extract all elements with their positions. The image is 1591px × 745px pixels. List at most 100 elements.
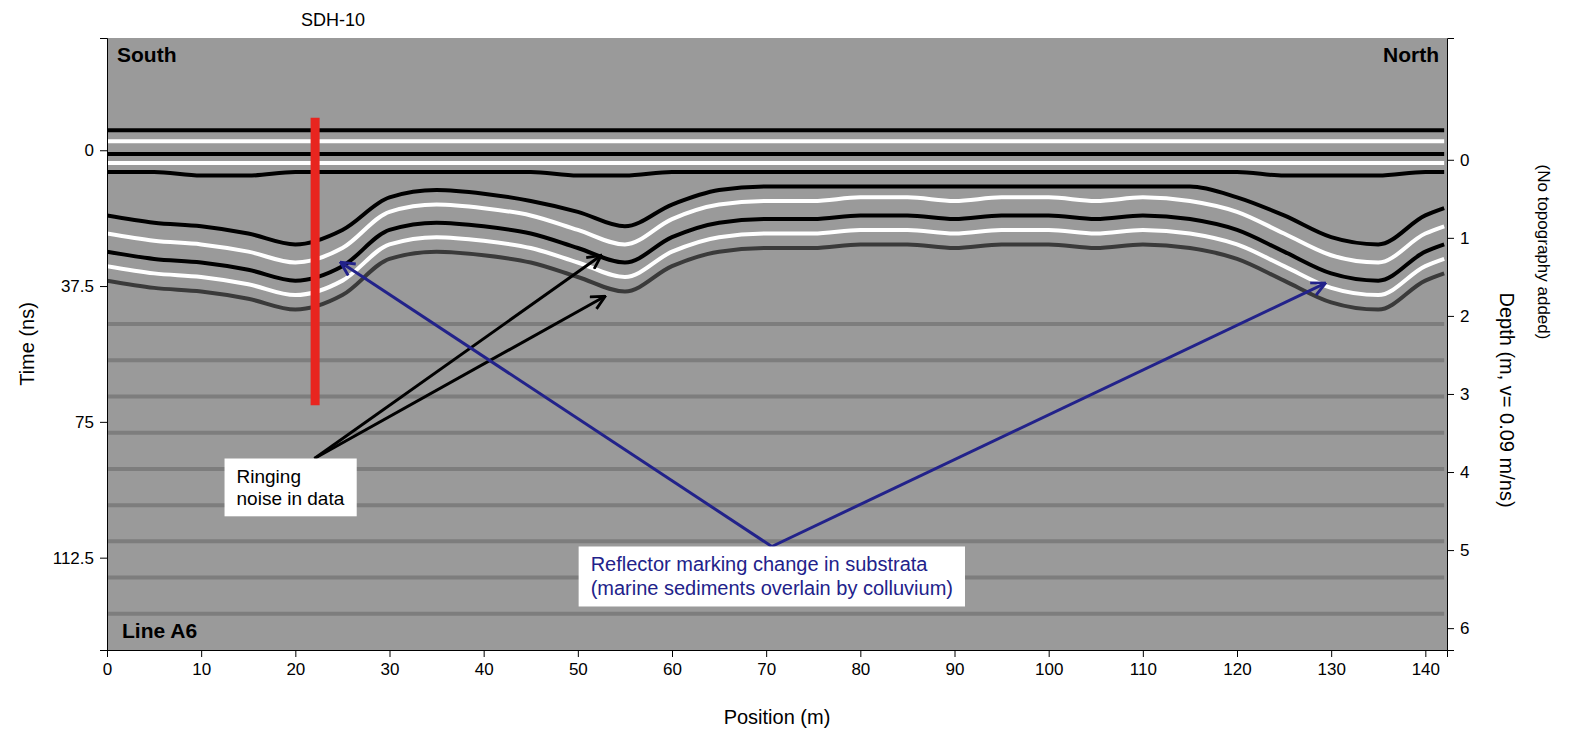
reflector-line <box>107 139 1444 143</box>
tick: 3 <box>1447 385 1469 404</box>
tick-mark <box>1447 628 1454 629</box>
tick: 70 <box>757 650 776 679</box>
borehole-marker <box>311 118 320 406</box>
tick-mark <box>100 422 107 423</box>
tick: 0 <box>1447 151 1469 170</box>
tick-label: 10 <box>192 660 211 679</box>
tick: 90 <box>946 650 965 679</box>
tick-mark <box>201 650 202 657</box>
tick-mark <box>100 558 107 559</box>
tick-label: 130 <box>1317 660 1345 679</box>
tick-mark <box>1331 650 1332 657</box>
tick-mark <box>578 650 579 657</box>
tick-label: 1 <box>1460 229 1469 248</box>
tick-mark <box>1447 316 1454 317</box>
tick-mark <box>1049 650 1050 657</box>
tick-label: 0 <box>1460 151 1469 170</box>
tick-label: 60 <box>663 660 682 679</box>
tick-mark <box>1447 160 1454 161</box>
tick-label: 112.5 <box>53 549 94 568</box>
tick-label: 70 <box>757 660 776 679</box>
tick-mark <box>100 286 107 287</box>
tick: 110 <box>1130 650 1157 679</box>
tick-mark <box>484 650 485 657</box>
reflector-line <box>107 152 1444 156</box>
tick: 1 <box>1447 229 1469 248</box>
tick: 40 <box>475 650 494 679</box>
tick-label: 37.5 <box>61 277 94 296</box>
y2-axis-title: Depth (m, v= 0.09 m/ns) <box>1496 292 1518 507</box>
tick: 30 <box>381 650 400 679</box>
annotation-box <box>579 546 965 606</box>
chart: SDH-100102030405060708090100110120130140… <box>0 0 1591 745</box>
x-axis: 0 10 20 30 40 50 60 70 80 90 100 110 120 130 140 <box>103 650 1448 679</box>
tick-mark <box>955 650 956 657</box>
tick: 60 <box>663 650 682 679</box>
tick: 140 <box>1412 650 1440 679</box>
tick-label: 0 <box>85 141 94 160</box>
reflector-line <box>107 197 1444 262</box>
annotation: Reflector marking change in substrata(ma… <box>579 546 965 606</box>
tick: 100 <box>1035 650 1063 679</box>
y-axis: 0 37.5 75 112.5 <box>53 39 108 651</box>
plot-area <box>107 118 1444 614</box>
reflector-line <box>107 612 1444 616</box>
tick-label: 0 <box>103 660 112 679</box>
direction-label: North <box>1383 43 1439 66</box>
tick-mark <box>1425 650 1426 657</box>
annotation-text: Ringing <box>237 466 301 487</box>
reflector-line <box>107 128 1444 132</box>
tick: 120 <box>1223 650 1251 679</box>
tick-mark <box>1447 238 1454 239</box>
annotation: Ringingnoise in data <box>225 459 357 517</box>
reflector-line <box>107 244 1444 309</box>
tick-label: 140 <box>1412 660 1440 679</box>
tick-mark <box>1447 550 1454 551</box>
tick-mark <box>1447 394 1454 395</box>
annotation-arrows <box>314 255 605 458</box>
tick-label: 75 <box>75 413 94 432</box>
tick: 5 <box>1447 541 1469 560</box>
y2-axis: 0 1 2 3 4 5 6 <box>1447 39 1469 651</box>
tick: 0 <box>85 141 107 160</box>
tick-label: 20 <box>286 660 305 679</box>
annotation-arrow <box>314 255 601 458</box>
y-axis-title: Time (ns) <box>16 302 38 386</box>
axis-line <box>108 651 1448 658</box>
tick: 75 <box>75 413 107 432</box>
tick-label: 4 <box>1460 463 1469 482</box>
tick-label: 120 <box>1223 660 1251 679</box>
tick: 50 <box>569 650 588 679</box>
annotation-arrow <box>772 283 1326 546</box>
line-label: Line A6 <box>122 619 197 642</box>
tick: 80 <box>851 650 870 679</box>
direction-label: South <box>117 43 176 66</box>
tick-label: 5 <box>1460 541 1469 560</box>
tick-mark <box>1447 472 1454 473</box>
reflector-line <box>107 161 1444 165</box>
tick-label: 100 <box>1035 660 1063 679</box>
reflector-line <box>107 539 1444 543</box>
tick: 6 <box>1447 619 1469 638</box>
tick-mark <box>672 650 673 657</box>
plot-background <box>107 38 1447 650</box>
annotation-box <box>225 459 357 517</box>
tick: 10 <box>192 650 211 679</box>
reflector-line <box>107 358 1444 362</box>
tick-label: 2 <box>1460 307 1469 326</box>
tick-label: 6 <box>1460 619 1469 638</box>
tick-mark <box>100 150 107 151</box>
tick-mark <box>1143 650 1144 657</box>
tick-mark <box>107 650 108 657</box>
tick-label: 30 <box>381 660 400 679</box>
tick-mark <box>390 650 391 657</box>
y2-axis-title: (No topography added) <box>1534 165 1553 340</box>
annotation-text: (marine sediments overlain by colluvium) <box>591 577 953 599</box>
borehole-label: SDH-10 <box>301 10 365 30</box>
annotation-arrows <box>341 262 1326 546</box>
x-axis-title: Position (m) <box>724 706 831 728</box>
tick: 20 <box>286 650 305 679</box>
tick-mark <box>766 650 767 657</box>
annotation-text: Reflector marking change in substrata <box>591 553 929 575</box>
tick-mark <box>295 650 296 657</box>
